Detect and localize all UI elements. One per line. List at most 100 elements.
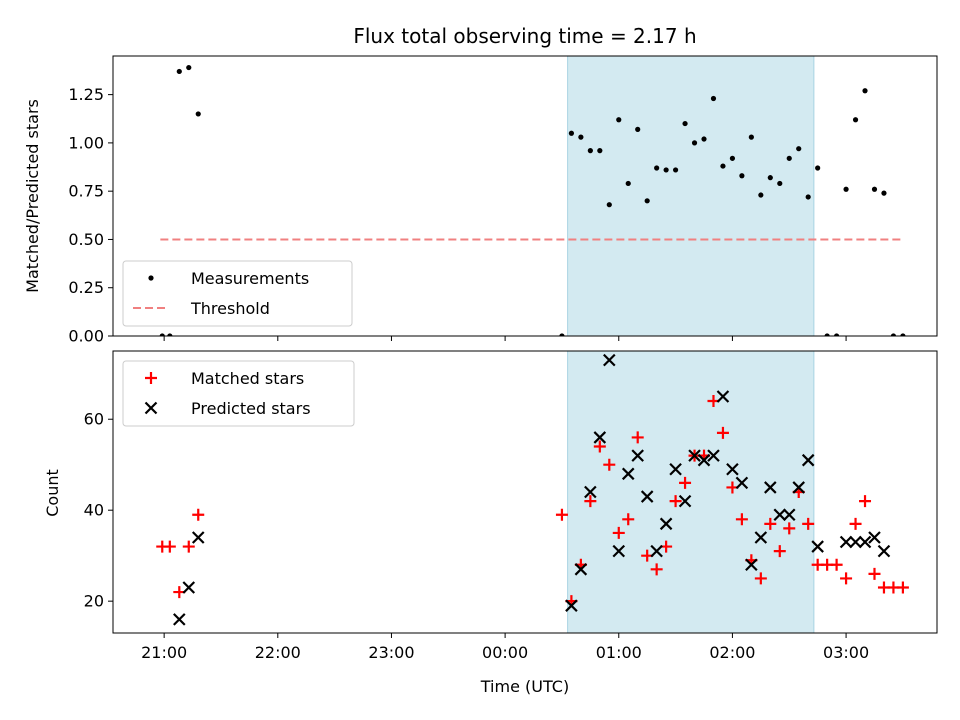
data-point	[597, 148, 603, 154]
data-point	[735, 513, 748, 526]
data-point	[824, 333, 830, 336]
x-tick-label: 03:00	[823, 643, 869, 662]
data-point	[729, 155, 736, 161]
data-point	[182, 540, 195, 553]
data-point	[754, 531, 768, 544]
x-tick-label: 01:00	[596, 643, 642, 662]
data-point	[603, 353, 616, 367]
y-tick-label: 1.00	[68, 133, 104, 152]
legend-marker	[148, 275, 154, 281]
data-point	[182, 581, 196, 594]
data-point	[839, 535, 853, 549]
data-point	[834, 333, 840, 336]
data-point	[612, 544, 626, 558]
top-y-axis-label: Matched/Predicted stars	[23, 99, 42, 293]
top-panel: 0.00 0.25 0.50 0.75 1.00 1.25 Measurements Thre…	[68, 55, 938, 346]
data-point	[688, 449, 701, 462]
data-point	[195, 111, 201, 117]
data-point	[654, 165, 660, 171]
series-measurements	[159, 64, 906, 336]
data-point	[773, 545, 786, 558]
data-point	[163, 540, 176, 553]
legend-label: Predicted stars	[191, 399, 311, 418]
data-point	[745, 558, 758, 572]
data-point	[900, 333, 906, 336]
data-point	[621, 467, 635, 481]
data-point	[663, 167, 669, 173]
data-point	[843, 186, 849, 192]
data-point	[584, 495, 597, 508]
x-tick-label: 23:00	[368, 643, 414, 662]
data-point	[679, 476, 692, 489]
data-point	[815, 165, 821, 171]
bottom-panel: 20 40 60 21:00 22:00 23:00 00:00 01:00 02:00 03:0…	[84, 350, 938, 662]
data-point	[697, 453, 711, 467]
data-point	[871, 186, 878, 192]
data-point	[830, 558, 843, 571]
y-tick-label: 1.25	[68, 85, 104, 104]
legend: Measurements Threshold	[122, 260, 353, 327]
data-point	[691, 140, 698, 146]
data-point	[782, 508, 796, 522]
data-point	[650, 544, 663, 558]
data-point	[555, 508, 568, 521]
data-point	[565, 599, 578, 612]
data-point	[726, 462, 739, 476]
data-point	[739, 173, 745, 179]
data-point	[754, 572, 767, 585]
data-point	[616, 117, 622, 123]
data-point	[868, 531, 881, 544]
shaded-region	[567, 351, 815, 633]
y-tick-label: 0.75	[68, 182, 104, 201]
plot-area	[159, 56, 906, 336]
data-point	[748, 134, 754, 140]
x-tick-label: 00:00	[482, 643, 528, 662]
data-point	[896, 581, 909, 594]
data-point	[758, 192, 764, 198]
data-point	[716, 426, 729, 439]
legend: Matched stars Predicted stars	[122, 360, 355, 427]
x-tick-label: 21:00	[141, 643, 187, 662]
data-point	[710, 95, 717, 102]
data-point	[650, 563, 663, 576]
data-point	[796, 146, 802, 152]
data-point	[773, 508, 787, 522]
x-axis-label: Time (UTC)	[480, 677, 569, 696]
data-point	[881, 190, 887, 196]
data-point	[559, 333, 565, 336]
y-tick-label: 40	[84, 501, 104, 520]
data-point	[606, 202, 612, 208]
data-point	[669, 495, 682, 508]
data-point	[849, 535, 862, 549]
data-point	[858, 535, 872, 549]
legend-label: Matched stars	[191, 369, 304, 388]
legend-box	[122, 260, 353, 327]
data-point	[659, 517, 673, 531]
data-point	[701, 136, 707, 142]
data-point	[173, 613, 186, 626]
data-point	[578, 134, 584, 140]
data-point	[777, 180, 783, 187]
data-point	[862, 88, 868, 94]
data-point	[805, 194, 811, 200]
data-point	[767, 175, 773, 181]
y-tick-label: 0.00	[68, 327, 104, 346]
data-point	[622, 513, 635, 526]
data-point	[631, 431, 644, 444]
legend-label: Threshold	[190, 299, 270, 318]
legend-entry: Measurements	[148, 269, 309, 288]
data-point	[735, 476, 749, 490]
axes-frame	[112, 350, 938, 634]
data-point	[191, 531, 205, 544]
series-predicted-stars	[173, 353, 891, 626]
data-point	[603, 458, 616, 471]
data-point	[587, 148, 593, 154]
data-point	[840, 572, 853, 585]
legend-box	[122, 360, 355, 427]
data-point	[574, 563, 588, 576]
data-point	[868, 567, 881, 580]
data-point	[669, 462, 682, 476]
data-point	[644, 198, 650, 204]
legend-entry: Threshold	[133, 299, 270, 318]
